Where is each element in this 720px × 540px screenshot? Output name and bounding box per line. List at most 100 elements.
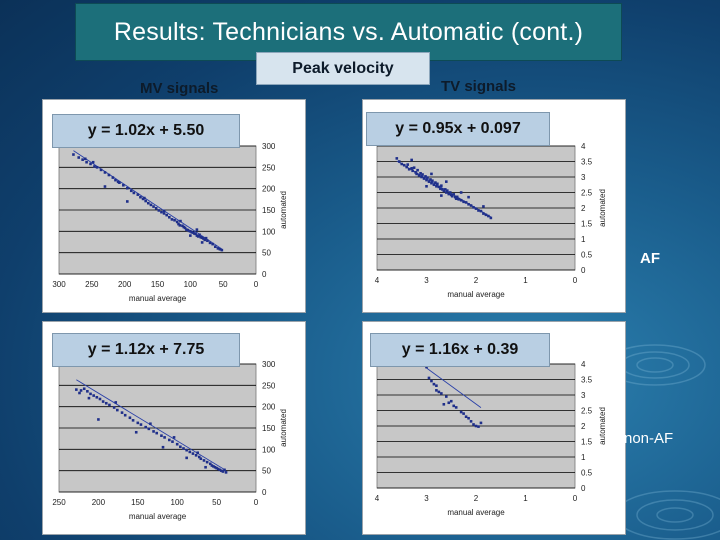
data-point (489, 216, 493, 220)
y-tick-label: 0.5 (581, 469, 593, 478)
y-axis-label: automated (279, 191, 288, 229)
y-tick-label: 100 (262, 227, 276, 236)
data-point (469, 204, 473, 207)
data-point (453, 195, 457, 199)
y-tick-label: 0 (581, 484, 586, 493)
data-point (189, 230, 192, 233)
data-point (147, 201, 150, 205)
x-tick-label: 50 (212, 498, 221, 507)
data-point (432, 382, 436, 386)
x-tick-label: 2 (474, 276, 479, 285)
y-tick-label: 1 (581, 235, 586, 244)
data-point (441, 188, 444, 191)
data-point (482, 205, 485, 208)
data-point (430, 181, 433, 185)
y-tick-label: 2.5 (581, 189, 593, 198)
data-point (447, 192, 451, 196)
y-tick-label: 1.5 (581, 220, 593, 229)
y-tick-label: 0 (581, 266, 586, 275)
data-point (218, 468, 222, 472)
data-point (95, 395, 99, 399)
data-point (218, 247, 222, 251)
data-point (112, 406, 116, 409)
data-point (114, 178, 117, 182)
y-tick-label: 250 (262, 163, 276, 172)
data-point (415, 172, 418, 176)
y-tick-label: 300 (262, 142, 276, 151)
data-point (85, 160, 88, 164)
x-tick-label: 3 (424, 494, 429, 503)
data-point (196, 235, 200, 238)
data-point (437, 185, 441, 189)
x-tick-label: 2 (474, 494, 479, 503)
data-point (430, 172, 433, 176)
data-point (454, 197, 458, 200)
data-point (160, 210, 163, 214)
data-point (216, 467, 220, 471)
y-tick-label: 0 (262, 270, 267, 279)
x-tick-label: 100 (184, 280, 198, 289)
x-axis-label: manual average (129, 512, 187, 521)
y-axis-label: automated (598, 189, 607, 227)
data-point (125, 200, 129, 203)
chart-panel-tv-nonaf: 0 0.5 1 1.5 2 2.5 3 3.5 4 4 3 2 1 0 manual average auto… (362, 321, 626, 535)
data-point (427, 376, 431, 380)
data-point (195, 228, 199, 231)
x-tick-label: 250 (52, 498, 66, 507)
data-point (464, 415, 468, 418)
data-point (139, 423, 143, 426)
data-point (417, 174, 421, 177)
data-point (474, 424, 478, 428)
y-tick-label: 150 (262, 424, 276, 433)
data-point (447, 401, 451, 405)
equation-mv-af: y = 1.02x + 5.50 (52, 114, 240, 148)
data-point (136, 421, 140, 425)
data-point (457, 198, 460, 201)
data-point (455, 195, 459, 199)
data-point (223, 468, 226, 472)
data-point (118, 181, 121, 184)
data-point (202, 237, 205, 240)
y-tick-label: 300 (262, 360, 276, 369)
data-point (452, 404, 456, 408)
data-point (128, 416, 132, 420)
x-tick-label: 3 (424, 276, 429, 285)
data-point (454, 406, 458, 409)
data-point (122, 183, 125, 187)
data-point (424, 175, 427, 178)
data-point (77, 156, 80, 159)
data-point (445, 395, 448, 398)
data-point (419, 171, 422, 175)
data-point (205, 460, 209, 464)
x-tick-label: 0 (573, 494, 578, 503)
data-point (154, 206, 158, 210)
data-point (459, 198, 463, 202)
data-point (104, 401, 108, 405)
y-tick-label: 250 (262, 381, 276, 390)
non-af-label: non-AF (624, 430, 674, 447)
data-point (482, 212, 485, 215)
data-point (160, 434, 163, 437)
data-point (416, 168, 419, 172)
data-point (175, 220, 179, 224)
data-point (406, 163, 409, 166)
data-point (206, 239, 209, 243)
data-point (425, 365, 428, 369)
mv-signals-label: MV signals (140, 80, 219, 97)
trend-line (426, 367, 482, 408)
data-point (464, 201, 468, 204)
data-point (405, 165, 408, 169)
data-point (444, 188, 447, 191)
data-point (179, 219, 182, 223)
data-point (445, 189, 449, 192)
data-point (414, 171, 417, 174)
data-point (143, 196, 146, 200)
data-point (165, 213, 168, 217)
data-point (83, 157, 87, 161)
data-point (204, 465, 207, 469)
data-point (407, 167, 411, 171)
data-point (116, 180, 120, 184)
data-point (129, 189, 133, 193)
data-point (224, 471, 228, 474)
x-tick-label: 150 (151, 280, 165, 289)
